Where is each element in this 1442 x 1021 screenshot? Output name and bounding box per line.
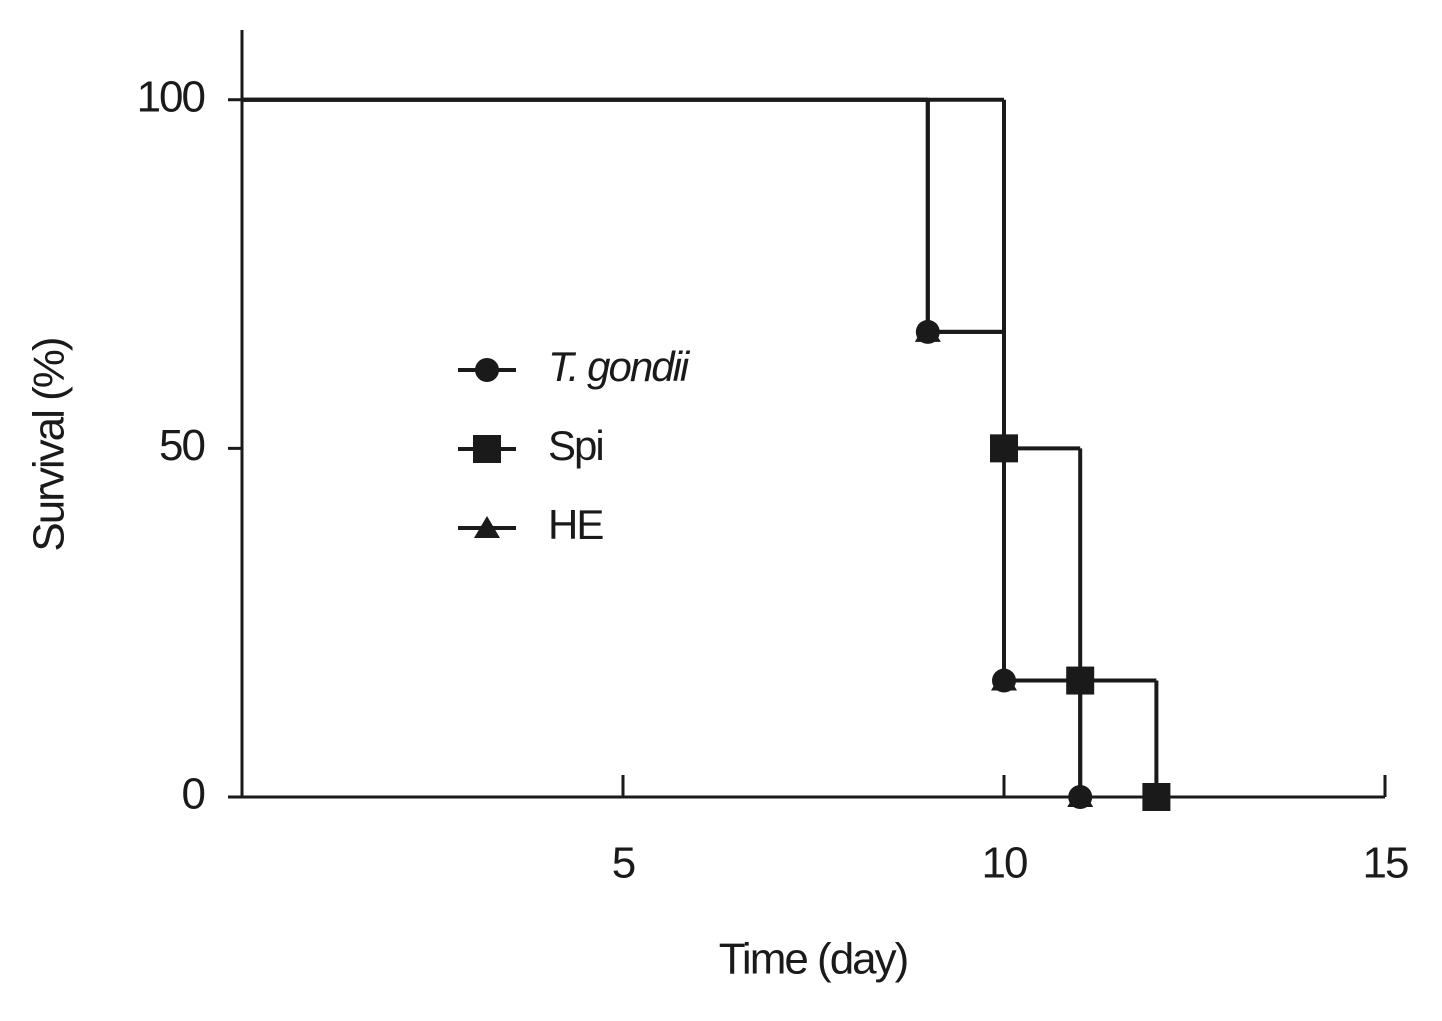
legend-marker [473, 435, 501, 463]
legend-label: HE [548, 501, 603, 548]
x-axis-label: Time (day) [719, 935, 908, 984]
marker [915, 319, 940, 344]
legend-label: T. gondii [548, 343, 691, 390]
legend-marker [474, 516, 500, 538]
y-tick-label: 100 [137, 72, 205, 121]
y-axis-label: Survival (%) [25, 338, 74, 551]
marker [1068, 785, 1093, 809]
y-tick-label: 0 [182, 770, 205, 819]
legend-label: Spi [548, 422, 603, 469]
x-tick-label: 10 [982, 839, 1027, 888]
marker [992, 668, 1016, 693]
x-tick-label: 5 [612, 839, 635, 888]
x-tick-label: 15 [1363, 839, 1408, 888]
y-tick-label: 50 [159, 421, 204, 470]
marker [1142, 783, 1171, 811]
legend-marker [475, 358, 499, 382]
